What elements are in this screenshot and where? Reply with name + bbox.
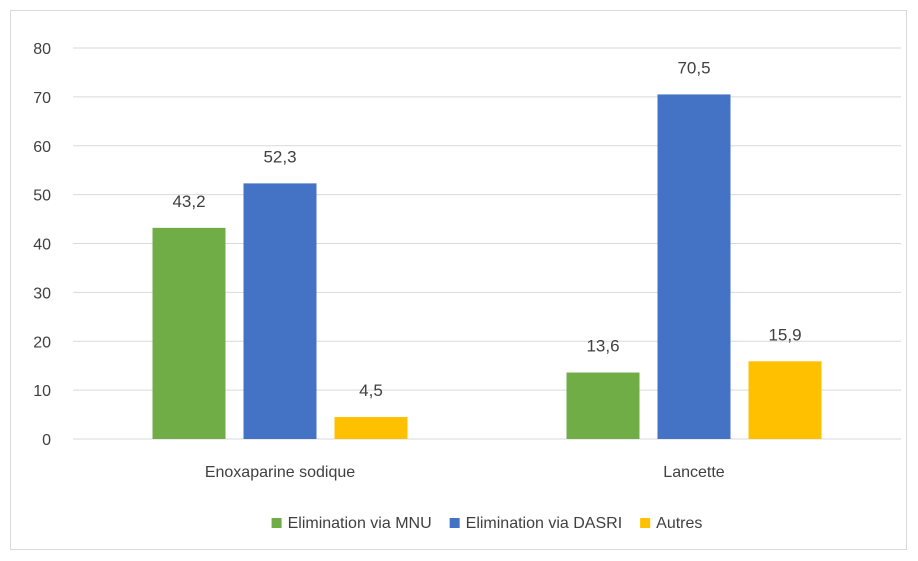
y-tick-label: 10 — [33, 383, 51, 400]
legend-item: Elimination via MNU — [271, 515, 432, 532]
legend-label: Elimination via MNU — [288, 515, 432, 532]
bar — [334, 417, 408, 439]
legend: Elimination via MNU Elimination via DASRI… — [271, 515, 702, 532]
x-axis-ticks: Enoxaparine sodique Lancette — [205, 464, 725, 481]
data-label: 4,5 — [359, 381, 383, 400]
x-tick-label: Enoxaparine sodique — [205, 464, 355, 481]
data-label: 15,9 — [768, 325, 801, 344]
legend-swatch — [640, 518, 651, 528]
legend-swatch — [449, 518, 460, 528]
bar — [243, 183, 317, 439]
data-label: 13,6 — [586, 337, 619, 356]
legend-label: Elimination via DASRI — [466, 515, 623, 532]
bars — [152, 94, 822, 440]
data-labels: 43,2 52,3 4,5 13,6 70,5 15,9 — [172, 58, 801, 400]
y-tick-label: 60 — [33, 139, 51, 156]
y-tick-label: 30 — [33, 285, 51, 302]
bar — [566, 372, 640, 439]
bar — [152, 227, 226, 439]
y-tick-label: 70 — [33, 90, 51, 107]
y-tick-label: 40 — [33, 237, 51, 254]
y-axis-ticks: 0 10 20 30 40 50 60 70 80 — [33, 41, 51, 449]
data-label: 70,5 — [677, 58, 710, 77]
y-tick-label: 80 — [33, 41, 51, 58]
chart-frame: 0 10 20 30 40 50 60 70 80 43,2 52,3 4,5 13,6 70,5 15,… — [10, 10, 907, 550]
y-tick-label: 0 — [42, 432, 51, 449]
y-tick-label: 20 — [33, 334, 51, 351]
y-tick-label: 50 — [33, 188, 51, 205]
legend-label: Autres — [656, 515, 702, 532]
legend-item: Elimination via DASRI — [449, 515, 623, 532]
bar — [657, 94, 731, 440]
bar — [748, 361, 822, 439]
data-label: 52,3 — [263, 147, 296, 166]
data-label: 43,2 — [172, 192, 205, 211]
x-tick-label: Lancette — [663, 464, 724, 481]
legend-swatch — [271, 518, 282, 528]
legend-item: Autres — [640, 515, 702, 532]
bar-chart: 0 10 20 30 40 50 60 70 80 43,2 52,3 4,5 13,6 70,5 15,… — [33, 41, 901, 532]
